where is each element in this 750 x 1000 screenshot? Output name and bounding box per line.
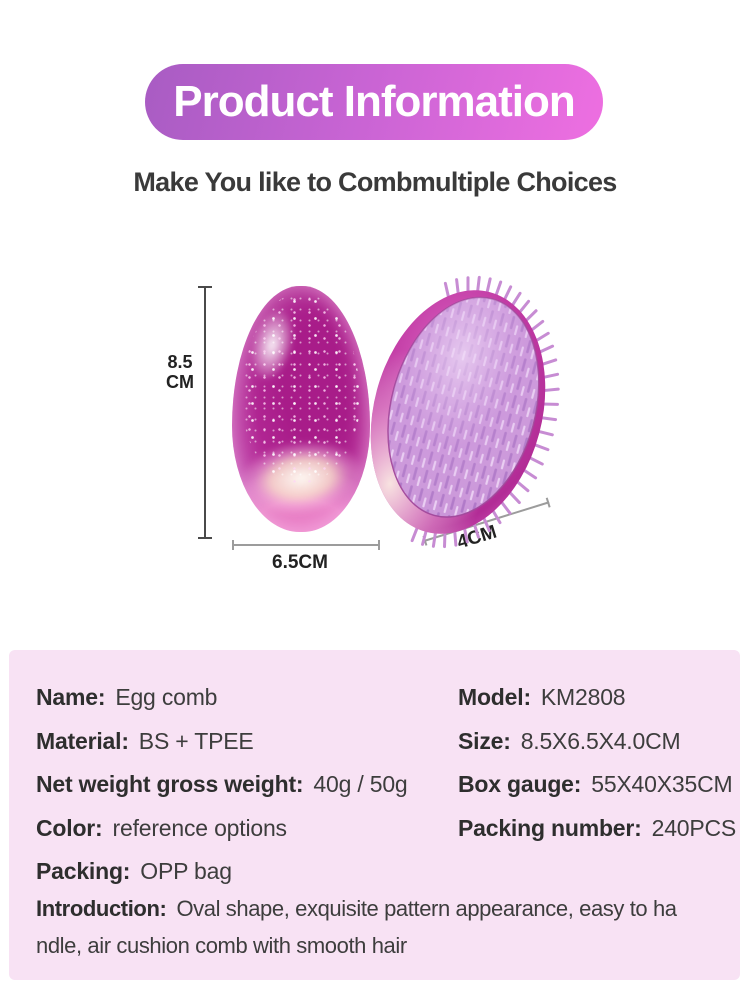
spec-row-packing-number: Packing number: 240PCS	[458, 807, 736, 851]
height-dimension-label: 8.5 CM	[158, 352, 202, 392]
spec-value: Oval shape, exquisite pattern appearance…	[36, 896, 677, 958]
spec-row-packing: Packing: OPP bag	[36, 850, 408, 894]
spec-value: reference options	[112, 814, 288, 841]
page-title: Product Information	[173, 77, 575, 126]
specs-panel: Name: Egg comb Material: BS + TPEE Net wei…	[9, 650, 740, 980]
spec-value: 40g / 50g	[313, 771, 408, 797]
egg-gloss-highlight	[232, 292, 316, 422]
spec-label: Size:	[458, 727, 511, 754]
spec-value: BS + TPEE	[138, 727, 254, 754]
spec-row-box-gauge: Box gauge: 55X40X35CM	[458, 763, 736, 807]
spec-label: Material:	[36, 727, 129, 754]
spec-label: Packing:	[36, 858, 131, 884]
height-dimension-line	[198, 286, 212, 539]
specs-left-column: Name: Egg comb Material: BS + TPEE Net wei…	[36, 676, 408, 894]
spec-row-size: Size: 8.5X6.5X4.0CM	[458, 720, 736, 764]
spec-label: Net weight gross weight:	[36, 771, 304, 797]
egg-iridescent-band	[233, 433, 369, 523]
width-dimension-label: 6.5CM	[272, 552, 328, 573]
spec-value: Egg comb	[115, 684, 218, 710]
spec-label: Packing number:	[458, 814, 642, 841]
spec-row-net-weight: Net weight gross weight: 40g / 50g	[36, 763, 408, 807]
spec-introduction: Introduction: Oval shape, exquisite patte…	[36, 890, 740, 964]
bristle-comb-photo	[370, 275, 560, 549]
egg-comb-photo	[232, 286, 370, 532]
spec-value: 240PCS	[651, 814, 737, 841]
banner: Product Information	[145, 64, 603, 140]
spec-label: Model:	[458, 684, 531, 710]
spec-value: 55X40X35CM	[591, 771, 733, 797]
spec-row-model: Model: KM2808	[458, 676, 736, 720]
spec-value: KM2808	[540, 684, 626, 710]
height-unit: CM	[166, 372, 194, 392]
spec-row-material: Material: BS + TPEE	[36, 720, 408, 764]
spec-label: Color:	[36, 814, 103, 841]
spec-label: Name:	[36, 684, 106, 710]
spec-label: Introduction:	[36, 896, 167, 921]
subtitle: Make You like to Combmultiple Choices	[133, 167, 617, 197]
height-value: 8.5	[167, 352, 193, 372]
spec-label: Box gauge:	[458, 771, 582, 797]
spec-value: 8.5X6.5X4.0CM	[520, 727, 681, 754]
spec-row-color: Color: reference options	[36, 807, 408, 851]
spec-row-name: Name: Egg comb	[36, 676, 408, 720]
width-dimension-line	[232, 540, 380, 550]
spec-value: OPP bag	[140, 858, 232, 884]
bristle-pad-sheen	[388, 297, 539, 518]
specs-right-column: Model: KM2808 Size: 8.5X6.5X4.0CM Box gaug…	[458, 676, 736, 850]
